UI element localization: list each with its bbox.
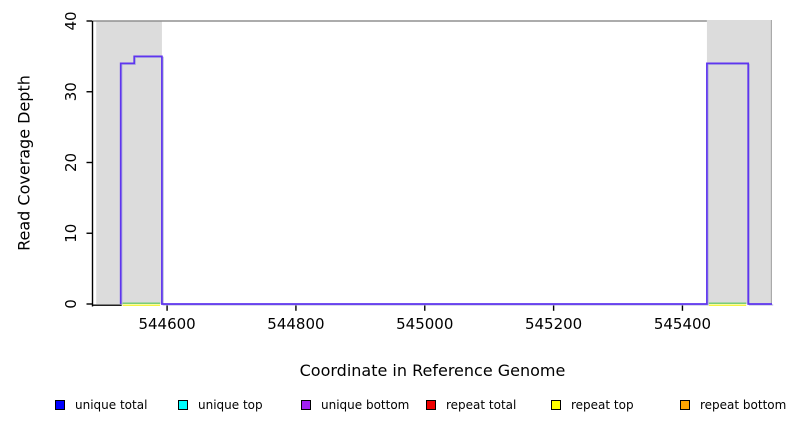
repeat-top-swatch-icon xyxy=(551,400,561,410)
legend-item-unique-total: unique total xyxy=(55,396,147,414)
legend-label: unique bottom xyxy=(321,398,410,412)
y-tick-label: 30 xyxy=(62,82,80,101)
legend-label: repeat total xyxy=(446,398,517,412)
y-tick-label: 10 xyxy=(62,224,80,243)
legend-label: repeat top xyxy=(571,398,634,412)
legend: unique total unique top unique bottom repea… xyxy=(0,396,792,418)
legend-label: unique top xyxy=(198,398,263,412)
unique-total-swatch-icon xyxy=(55,400,65,410)
masked-region-right xyxy=(706,20,772,304)
x-tick-label: 545200 xyxy=(525,315,582,333)
x-tick-label: 545000 xyxy=(396,315,453,333)
x-tick-label: 544600 xyxy=(138,315,195,333)
legend-label: repeat bottom xyxy=(700,398,787,412)
legend-item-unique-top: unique top xyxy=(178,396,263,414)
legend-item-repeat-bottom: repeat bottom xyxy=(680,396,786,414)
unique-top-swatch-icon xyxy=(178,400,188,410)
y-axis-title: Read Coverage Depth xyxy=(14,75,34,251)
x-tick-label: 545400 xyxy=(654,315,711,333)
unique-bottom-swatch-icon xyxy=(301,400,311,410)
repeat-total-swatch-icon xyxy=(426,400,436,410)
repeat-bottom-swatch-icon xyxy=(680,400,690,410)
y-tick-label: 0 xyxy=(62,299,80,309)
y-tick-label: 20 xyxy=(62,153,80,172)
coverage-line-unique-total xyxy=(121,56,774,306)
legend-item-repeat-total: repeat total xyxy=(426,396,516,414)
masked-region-left xyxy=(96,21,162,304)
legend-item-unique-bottom: unique bottom xyxy=(301,396,409,414)
x-axis-title: Coordinate in Reference Genome xyxy=(299,361,566,380)
y-tick-label: 40 xyxy=(62,11,80,30)
legend-item-repeat-top: repeat top xyxy=(551,396,634,414)
legend-label: unique total xyxy=(75,398,148,412)
coverage-line-unique-bottom xyxy=(119,55,772,305)
x-tick-label: 544800 xyxy=(267,315,324,333)
